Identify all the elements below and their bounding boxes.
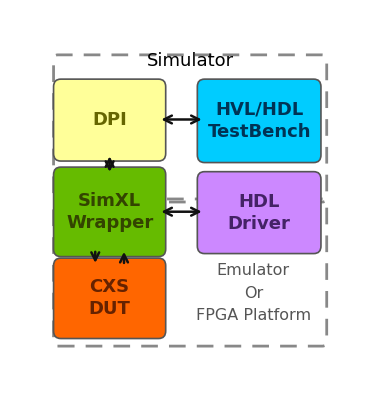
FancyBboxPatch shape xyxy=(197,172,321,254)
Text: Simulator: Simulator xyxy=(147,52,234,70)
FancyBboxPatch shape xyxy=(53,79,166,161)
Text: HDL
Driver: HDL Driver xyxy=(228,193,290,233)
FancyBboxPatch shape xyxy=(197,79,321,163)
Text: DPI: DPI xyxy=(92,111,127,129)
Text: SimXL
Wrapper: SimXL Wrapper xyxy=(66,192,153,232)
FancyBboxPatch shape xyxy=(53,258,166,338)
FancyBboxPatch shape xyxy=(53,167,166,256)
Text: CXS
DUT: CXS DUT xyxy=(89,278,131,318)
Text: Emulator
Or
FPGA Platform: Emulator Or FPGA Platform xyxy=(196,263,311,323)
Text: HVL/HDL
TestBench: HVL/HDL TestBench xyxy=(207,101,311,141)
